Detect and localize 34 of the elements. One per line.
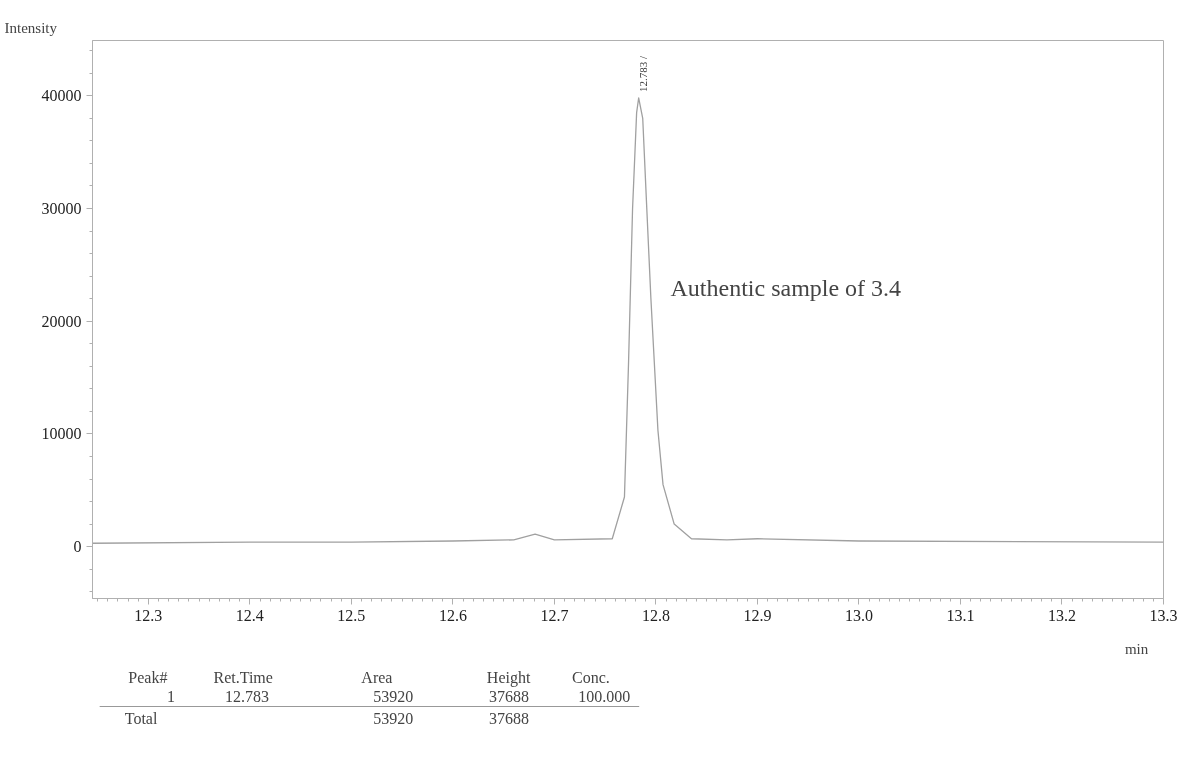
text: 12.783	[225, 688, 270, 705]
annotation: Authentic sample of 3.4	[670, 274, 902, 301]
text: Peak#	[128, 669, 168, 686]
line-series	[92, 97, 1164, 544]
y-tick-label: 40000	[41, 87, 82, 105]
text: 53920	[373, 688, 414, 705]
x-tick-label: 12.6	[438, 606, 467, 624]
text: Height	[486, 669, 531, 687]
x-tick-label: 13.0	[844, 606, 873, 624]
text: 37688	[488, 710, 529, 727]
x-tick-label: 13.1	[946, 606, 975, 624]
text: Ret.Time	[213, 669, 273, 686]
y-tick-label: 0	[73, 538, 82, 556]
annotation: 12.783 /	[636, 54, 649, 92]
text: 1	[166, 688, 175, 705]
text: Conc.	[571, 669, 610, 686]
text: Area	[361, 669, 393, 686]
x-tick-label: 12.7	[540, 606, 569, 624]
y-axis-title: Intensity	[4, 19, 58, 36]
x-tick-label: 13.3	[1149, 606, 1178, 624]
text: 37688	[488, 688, 529, 705]
text: 100.000	[578, 688, 631, 705]
x-tick-label: 12.5	[337, 606, 366, 624]
x-axis-title: min	[1124, 640, 1149, 657]
x-tick-label: 12.4	[235, 606, 264, 624]
y-tick-label: 30000	[41, 199, 82, 217]
text: Total	[124, 710, 158, 727]
text: 53920	[373, 710, 414, 727]
y-tick-label: 10000	[41, 425, 82, 443]
x-tick-label: 12.8	[641, 606, 670, 624]
x-tick-label: 12.9	[743, 606, 772, 624]
y-tick-label: 20000	[41, 312, 82, 330]
x-tick-label: 13.2	[1047, 606, 1076, 624]
x-tick-label: 12.3	[134, 606, 163, 624]
